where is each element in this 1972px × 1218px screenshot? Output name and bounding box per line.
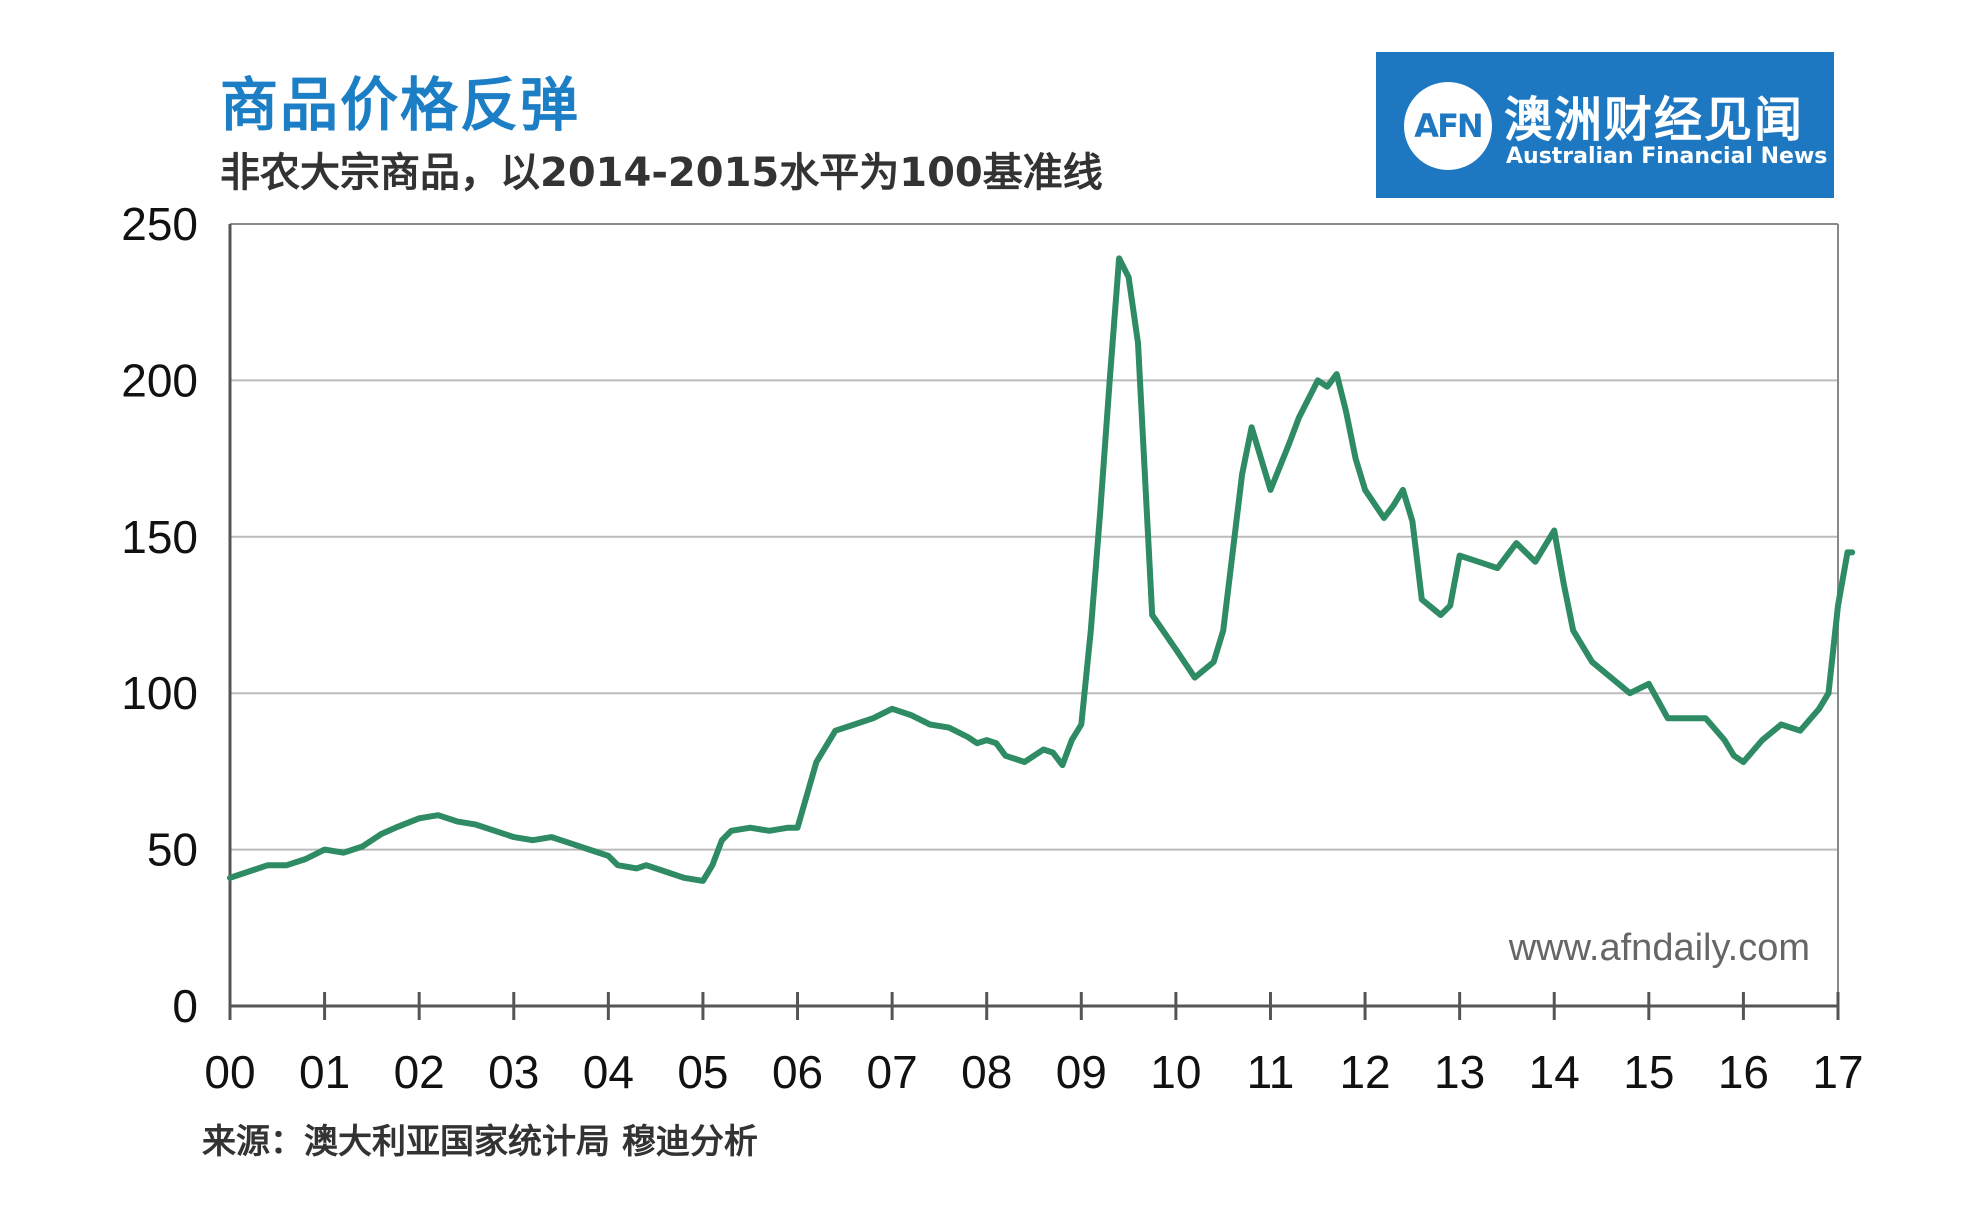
x-tick-label: 13 bbox=[1434, 1046, 1485, 1098]
y-tick-label: 100 bbox=[121, 667, 198, 719]
x-tick-label: 02 bbox=[394, 1046, 445, 1098]
x-tick-label: 14 bbox=[1529, 1046, 1580, 1098]
afn-logo-mark: AFN bbox=[1414, 107, 1483, 145]
afn-logo-circle: AFN bbox=[1404, 82, 1492, 170]
x-tick-label: 00 bbox=[204, 1046, 255, 1098]
afn-logo-name-en: Australian Financial News bbox=[1506, 144, 1828, 169]
x-tick-label: 12 bbox=[1339, 1046, 1390, 1098]
x-tick-label: 06 bbox=[772, 1046, 823, 1098]
axes bbox=[228, 223, 1840, 1020]
chart-title: 商品价格反弹 bbox=[220, 71, 581, 139]
chart-subtitle: 非农大宗商品，以2014-2015水平为100基准线 bbox=[220, 150, 1103, 196]
x-tick-label: 09 bbox=[1056, 1046, 1107, 1098]
x-tick-label: 08 bbox=[961, 1046, 1012, 1098]
source-note: 来源：澳大利亚国家统计局 穆迪分析 bbox=[202, 1122, 758, 1162]
series-layer bbox=[227, 255, 1856, 884]
y-tick-label: 50 bbox=[147, 824, 198, 876]
y-tick-label: 250 bbox=[121, 198, 198, 250]
y-tick-label: 200 bbox=[121, 354, 198, 406]
x-tick-label: 17 bbox=[1812, 1046, 1863, 1098]
x-tick-label: 03 bbox=[488, 1046, 539, 1098]
series-line bbox=[227, 255, 1856, 884]
x-tick-labels: 00 01 02 03 04 05 06 07 08 09 10 11 12 13 14 15 16 17 bbox=[204, 1046, 1863, 1098]
x-tick-label: 15 bbox=[1623, 1046, 1674, 1098]
x-tick-label: 01 bbox=[299, 1046, 350, 1098]
afn-logo-name-cn: 澳洲财经见闻 bbox=[1504, 92, 1805, 148]
afn-logo: AFN 澳洲财经见闻 Australian Financial News bbox=[1376, 52, 1834, 198]
x-tick-label: 10 bbox=[1150, 1046, 1201, 1098]
y-tick-labels: 0 50 100 150 200 250 bbox=[121, 198, 198, 1032]
x-tick-label: 11 bbox=[1247, 1046, 1295, 1098]
x-tick-label: 05 bbox=[677, 1046, 728, 1098]
watermark: www.afndaily.com bbox=[1508, 927, 1810, 969]
x-tick-label: 16 bbox=[1718, 1046, 1769, 1098]
y-tick-label: 150 bbox=[121, 511, 198, 563]
x-tick-label: 04 bbox=[583, 1046, 634, 1098]
y-tick-label: 0 bbox=[172, 980, 198, 1032]
x-tick-label: 07 bbox=[867, 1046, 918, 1098]
